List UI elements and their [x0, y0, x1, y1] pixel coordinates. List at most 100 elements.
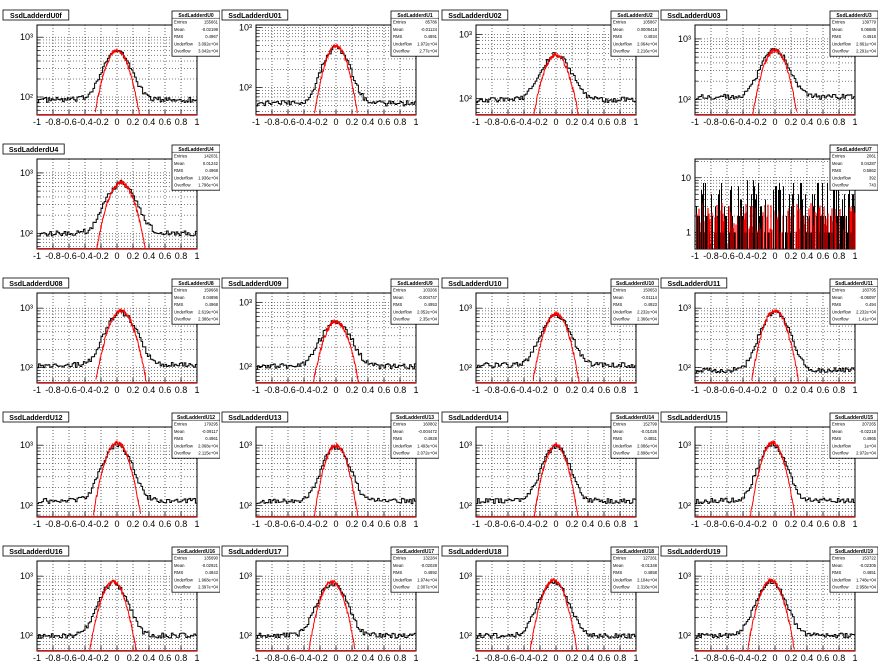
x-tick-label: -0.4	[77, 519, 93, 529]
svg-text:SsdLadderdU19: SsdLadderdU19	[667, 549, 720, 556]
x-tick-label: 0.2	[346, 653, 359, 663]
stats-title: SsdLadderdU13	[396, 415, 434, 421]
stats-value: 0.4851	[644, 436, 657, 441]
x-tick-label: 0.4	[801, 117, 814, 127]
svg-text:SsdLadderdU11: SsdLadderdU11	[667, 281, 720, 288]
x-tick-label: -0.8	[703, 251, 719, 261]
svg-text:SsdLadderdU16: SsdLadderdU16	[9, 549, 62, 556]
stats-value: 1e+04	[864, 443, 876, 448]
y-tick-label: 10³	[239, 571, 252, 581]
stats-label: Entries	[174, 556, 187, 561]
stats-value: 155661	[204, 20, 219, 25]
x-tick-label: 0.4	[362, 117, 375, 127]
x-tick-label: -0.6	[61, 519, 77, 529]
stats-value: 3.092e+04	[198, 41, 219, 46]
x-tick-label: 0	[553, 519, 558, 529]
stats-label: Underflow	[613, 443, 633, 448]
x-tick-label: -0.8	[264, 385, 280, 395]
x-tick-label: 0.6	[817, 251, 830, 261]
histogram-panel-U19: -1 -0.8 -0.6 -0.4 -0.2 0 0.2 0.4 0.6 0.8 1 10² 10³ Ss…	[660, 545, 878, 663]
panel-title: SsdLadderdU16	[2, 545, 70, 557]
stats-value: 2.35e+04	[419, 317, 437, 322]
x-tick-label: 1	[633, 117, 638, 127]
stats-label: RMS	[613, 570, 623, 575]
stats-value: 103266	[423, 288, 438, 293]
fit-curve	[94, 48, 141, 116]
histogram-panel-U0: -1 -0.8 -0.6 -0.4 -0.2 0 0.2 0.4 0.6 0.8 1 10² 10³ Ss…	[2, 9, 220, 127]
x-tick-label: -0.2	[93, 251, 109, 261]
x-tick-label: -0.6	[280, 385, 296, 395]
svg-text:SsdLadderdU13: SsdLadderdU13	[228, 415, 281, 422]
panel-title: SsdLadderdU01	[221, 9, 289, 21]
x-tick-label: -1	[33, 519, 41, 529]
x-tick-label: 0.8	[175, 117, 188, 127]
stats-value: 207265	[862, 422, 877, 427]
fit-curve	[533, 52, 580, 116]
svg-text:SsdLadderdU08: SsdLadderdU08	[9, 281, 62, 288]
x-tick-label: -1	[33, 117, 41, 127]
x-tick-label: 1	[194, 117, 199, 127]
stats-label: Underflow	[393, 309, 413, 314]
x-tick-label: -0.2	[93, 385, 109, 395]
x-tick-label: 0.6	[159, 519, 172, 529]
x-tick-label: -0.2	[93, 653, 109, 663]
stats-value: 2.115e+04	[198, 451, 218, 456]
y-tick-label: 1	[686, 228, 691, 238]
histogram-panel-U8: -1 -0.8 -0.6 -0.4 -0.2 0 0.2 0.4 0.6 0.8 1 10² 10³ Ss…	[2, 277, 220, 395]
fit-curve	[89, 579, 137, 652]
data-histogram	[476, 444, 636, 505]
x-tick-label: -0.2	[751, 653, 767, 663]
stats-label: Entries	[393, 288, 406, 293]
x-tick-label: 0.2	[127, 519, 140, 529]
x-tick-label: -0.8	[264, 653, 280, 663]
stats-value: -0.02199	[201, 27, 218, 32]
y-tick-label: 10²	[239, 83, 252, 93]
stats-value: 105867	[643, 20, 658, 25]
y-tick-label: 10³	[239, 440, 252, 450]
fit-curve	[313, 318, 360, 384]
y-tick-label: 10²	[459, 93, 472, 103]
stats-value: 1.936e+04	[198, 175, 219, 180]
histogram-panel-U15: -1 -0.8 -0.6 -0.4 -0.2 0 0.2 0.4 0.6 0.8 1 10² 10³ Ss…	[660, 411, 878, 529]
stats-value: 0.4891	[424, 34, 437, 39]
svg-text:SsdLadderdU12: SsdLadderdU12	[9, 415, 62, 422]
x-tick-label: -0.6	[500, 385, 516, 395]
x-tick-label: 0.2	[346, 117, 359, 127]
data-histogram	[476, 580, 636, 639]
x-tick-label: 1	[194, 519, 199, 529]
x-tick-label: 1	[852, 251, 857, 261]
stats-value: 2.958e+04	[856, 585, 877, 590]
stats-label: Mean	[174, 429, 185, 434]
x-tick-label: -0.6	[280, 653, 296, 663]
stats-label: Overflow	[832, 49, 849, 54]
stats-label: RMS	[832, 302, 842, 307]
stats-label: Entries	[832, 154, 845, 159]
stats-label: Underflow	[393, 577, 413, 582]
stats-label: Mean	[174, 295, 185, 300]
x-tick-label: 0.8	[833, 251, 846, 261]
data-histogram	[37, 580, 197, 639]
panel-title: SsdLadderdU4	[2, 143, 65, 155]
stats-label: Entries	[393, 556, 406, 561]
x-tick-label: 0.6	[817, 385, 830, 395]
x-tick-label: -1	[472, 385, 480, 395]
stats-value: 2.386e+04	[198, 317, 219, 322]
stats-label: Underflow	[832, 175, 852, 180]
stats-label: Mean	[613, 295, 624, 300]
stats-value: 0.4968	[205, 168, 218, 173]
fit-curve	[533, 442, 579, 517]
x-tick-label: 0	[553, 653, 558, 663]
x-tick-label: 0.6	[378, 653, 391, 663]
x-tick-label: -0.2	[312, 117, 328, 127]
x-tick-label: 1	[852, 117, 857, 127]
x-tick-label: -0.8	[703, 519, 719, 529]
x-tick-label: 0.6	[598, 519, 611, 529]
panel-title: SsdLadderdU13	[221, 411, 289, 423]
histogram-panel-U13: -1 -0.8 -0.6 -0.4 -0.2 0 0.2 0.4 0.6 0.8 1 10² 10³ Ss…	[221, 411, 439, 529]
x-tick-label: 0.8	[394, 653, 407, 663]
